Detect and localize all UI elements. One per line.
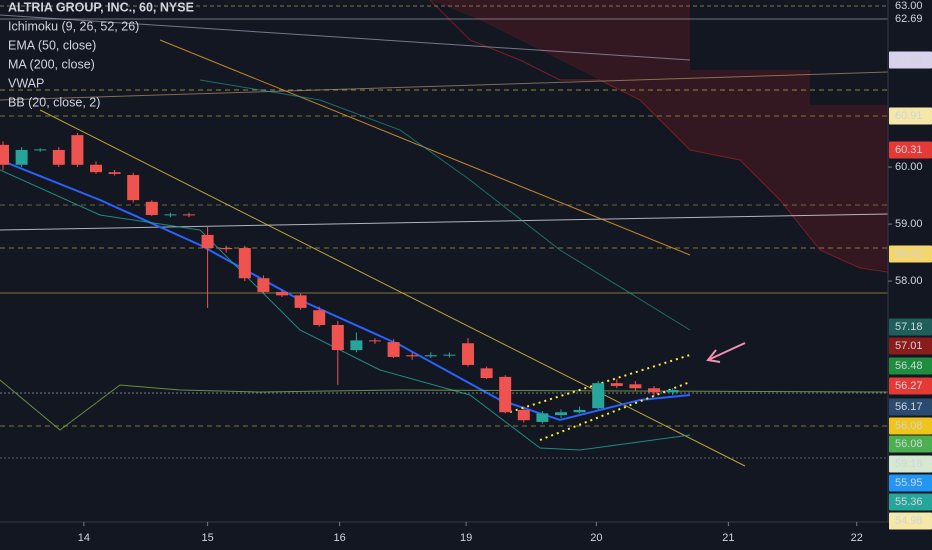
- price-label: 60.91: [895, 110, 923, 122]
- x-tick-label: 22: [851, 532, 863, 544]
- price-label: 56.27: [895, 380, 923, 392]
- candle-body: [238, 248, 251, 279]
- candle-body: [629, 384, 642, 389]
- price-label-box: [889, 357, 932, 375]
- candle-body: [331, 325, 344, 351]
- candle-body: [276, 291, 288, 296]
- price-label: 56.08: [895, 438, 923, 450]
- candle-body: [313, 310, 326, 325]
- candle-body: [183, 214, 195, 216]
- candle-body: [424, 355, 437, 357]
- x-tick-label: 20: [590, 532, 602, 544]
- price-label-box: [889, 455, 932, 473]
- price-label-box: [889, 377, 932, 395]
- price-label: 56.08: [895, 420, 923, 432]
- x-tick-label: 15: [201, 532, 213, 544]
- candle-body: [666, 390, 679, 393]
- symbol-title: ALTRIA GROUP, INC., 60, NYSE: [8, 0, 194, 14]
- price-label-box: [889, 493, 932, 511]
- y-tick-label: 60.00: [895, 161, 923, 173]
- candle-body: [406, 355, 419, 357]
- x-tick-label: 19: [460, 532, 472, 544]
- indicator-label: MA (200, close): [8, 57, 95, 71]
- y-tick-label: 59.00: [895, 218, 923, 230]
- price-label: 55.36: [895, 496, 923, 508]
- x-tick-label: 21: [722, 532, 734, 544]
- price-label: 61.95: [895, 54, 923, 66]
- price-label-box: [889, 435, 932, 453]
- candle-body: [201, 234, 214, 249]
- price-label: 54.98: [895, 515, 923, 527]
- candle-body: [257, 278, 270, 292]
- candle-body: [127, 175, 140, 201]
- candle-body: [555, 412, 567, 416]
- candle-body: [350, 340, 363, 351]
- price-label: 59:18: [895, 458, 923, 470]
- price-label-box: [889, 417, 932, 435]
- price-label-box: [889, 318, 932, 336]
- price-label-box: [889, 398, 932, 416]
- candle-body: [369, 340, 381, 342]
- candle-body: [387, 342, 400, 357]
- price-label-box: [889, 10, 932, 28]
- indicator-label: Ichimoku (9, 26, 52, 26): [8, 19, 139, 33]
- candle-body: [108, 172, 121, 174]
- price-label: 58.42: [895, 248, 923, 260]
- candle-body: [164, 214, 177, 216]
- candle-body: [499, 376, 512, 413]
- price-label-box: [889, 141, 932, 159]
- candle-body: [462, 343, 474, 365]
- candle-body: [0, 144, 9, 165]
- price-label: 60.31: [895, 144, 923, 156]
- price-label: 57.18: [895, 321, 923, 333]
- x-tick-label: 16: [334, 532, 346, 544]
- indicator-label: BB (20, close, 2): [8, 95, 100, 109]
- y-tick-label: 58.00: [895, 275, 923, 287]
- y-tick-label: 63.00: [895, 0, 923, 12]
- price-label: 56.48: [895, 360, 923, 372]
- price-label: 62.69: [895, 13, 923, 25]
- candle-body: [443, 354, 456, 356]
- candle-body: [34, 149, 47, 151]
- candle-body: [536, 413, 549, 422]
- indicator-label: VWAP: [8, 76, 44, 90]
- indicator-label: EMA (50, close): [8, 38, 96, 52]
- candle-body: [480, 368, 493, 379]
- candle-body: [145, 201, 158, 215]
- candle-body: [71, 135, 84, 165]
- candle-body: [517, 409, 530, 421]
- candle-body: [592, 383, 605, 409]
- candle-body: [52, 149, 65, 165]
- price-label: 56.17: [895, 401, 923, 413]
- price-label-box: [889, 245, 932, 263]
- x-tick-label: 14: [78, 532, 90, 544]
- candle-body: [648, 388, 660, 393]
- candle-body: [294, 295, 307, 308]
- price-label-box: [889, 51, 932, 69]
- price-label: 57.01: [895, 340, 923, 352]
- candle-body: [573, 409, 586, 413]
- candle-body: [220, 248, 233, 250]
- price-label-box: [889, 107, 932, 125]
- price-label-box: [889, 337, 932, 355]
- price-label-box: [889, 474, 932, 492]
- price-label-box: [889, 512, 932, 530]
- candle-body: [15, 149, 28, 165]
- decorations: [0, 0, 889, 467]
- candle-body: [610, 383, 623, 387]
- price-label: 55.95: [895, 477, 923, 489]
- candle-body: [90, 164, 102, 173]
